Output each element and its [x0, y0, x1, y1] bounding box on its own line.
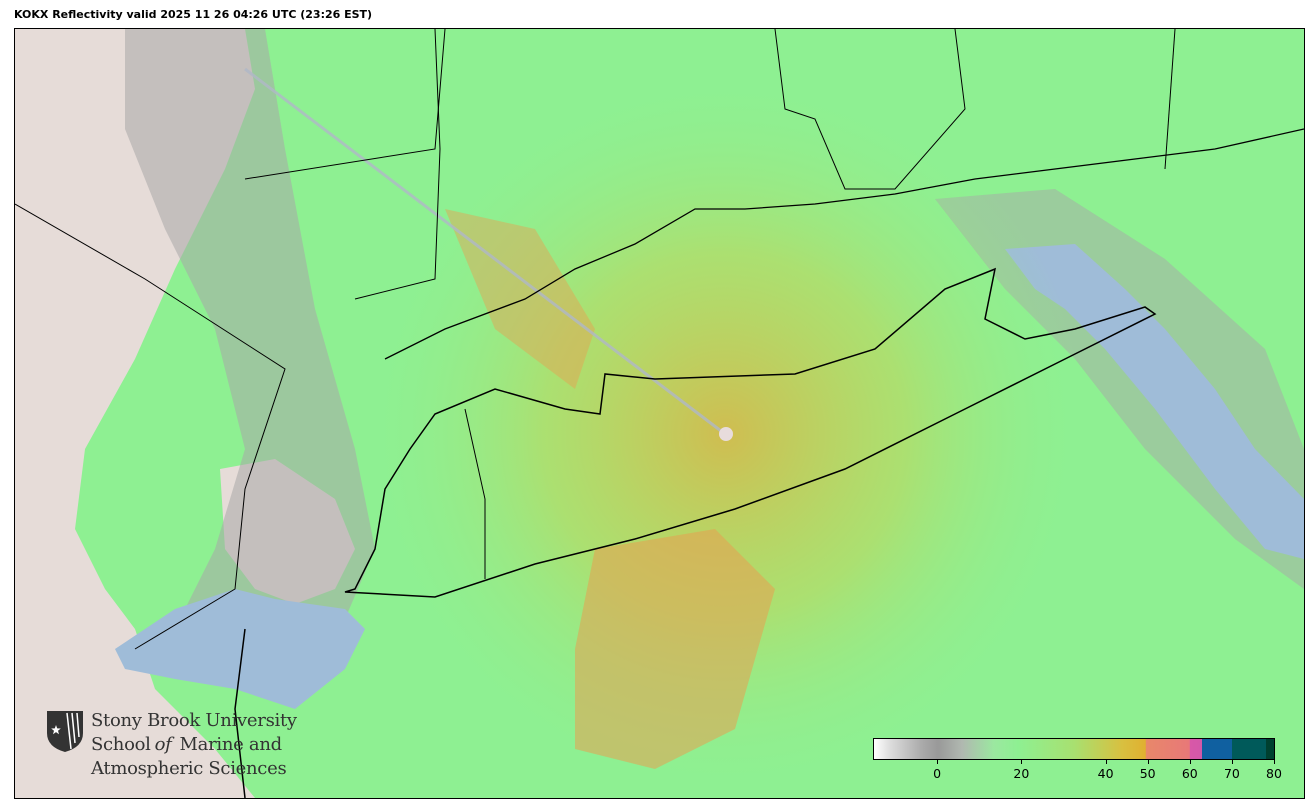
- colorbar-tick-label: 70: [1223, 766, 1240, 781]
- colorbar-tick-label: 60: [1181, 766, 1198, 781]
- logo-line2: School of Marine and: [91, 733, 297, 757]
- ct-coastline: [384, 128, 1304, 360]
- county-border-2: [774, 29, 966, 190]
- colorbar-segment: [1265, 739, 1274, 759]
- colorbar-tick-mark: [1189, 760, 1191, 764]
- reflectivity-colorbar: [873, 738, 1275, 760]
- state-border-ny-ct: [354, 29, 441, 300]
- logo-line2-marine: Marine and: [179, 734, 283, 755]
- logo-line1: Stony Brook University: [91, 710, 297, 731]
- radar-site-marker: [719, 427, 733, 441]
- colorbar-tick-label: 50: [1139, 766, 1156, 781]
- colorbar-tick-label: 80: [1266, 766, 1282, 781]
- county-border: [244, 29, 446, 180]
- colorbar-segment: [1231, 739, 1266, 759]
- nj-border: [234, 628, 246, 798]
- colorbar-tick-mark: [1274, 760, 1275, 764]
- sbu-somas-logo: Stony Brook University School of Marine an…: [45, 709, 297, 781]
- map-canvas: [15, 29, 1304, 798]
- logo-line2-school: School: [91, 734, 151, 755]
- colorbar-tick-label: 20: [1013, 766, 1030, 781]
- shield-icon: [47, 711, 83, 752]
- logo-line2-of: of: [154, 734, 172, 755]
- echo-core-north: [445, 209, 595, 389]
- star-icon: [51, 725, 61, 735]
- colorbar-tick-label: 40: [1097, 766, 1114, 781]
- logo-line3: Atmospheric Sciences: [91, 758, 287, 779]
- state-border-nj-ny: [15, 203, 286, 650]
- county-border-4: [464, 408, 486, 579]
- map-title: KOKX Reflectivity valid 2025 11 26 04:26…: [14, 8, 373, 21]
- colorbar-tick-mark: [937, 760, 939, 764]
- echo-core-south: [575, 529, 775, 769]
- colorbar-tick-label: 0: [933, 766, 942, 781]
- colorbar-tick-mark: [1147, 760, 1149, 764]
- long-island-outline: [344, 267, 1157, 598]
- colorbar-tick-mark: [1021, 760, 1023, 764]
- county-border-3: [1164, 29, 1176, 170]
- beam-artifact: [244, 67, 726, 436]
- colorbar-tick-mark: [1231, 760, 1233, 764]
- radar-map[interactable]: Stony Brook University School of Marine an…: [14, 28, 1305, 799]
- colorbar-segment: [1202, 739, 1232, 759]
- colorbar-tick-mark: [1105, 760, 1107, 764]
